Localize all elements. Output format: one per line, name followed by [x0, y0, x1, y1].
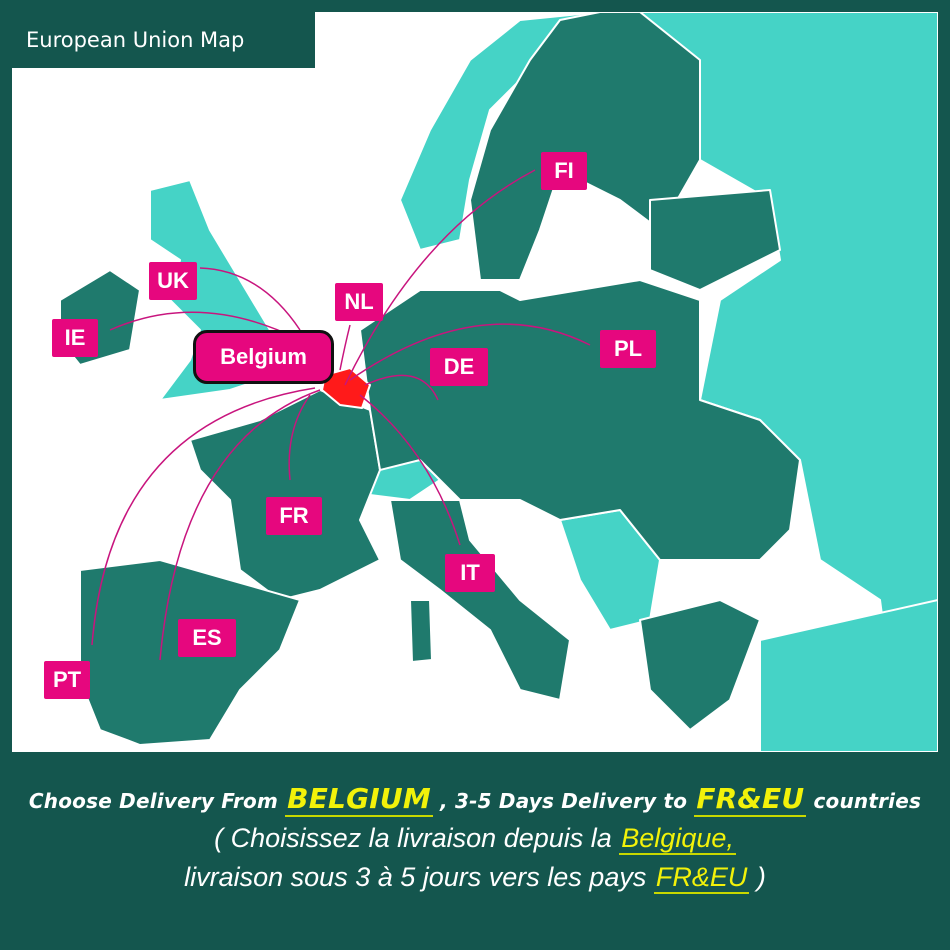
footer-line-french-1: ( Choisissez la livraison depuis la Belg…	[12, 823, 938, 855]
arrow-de	[364, 374, 439, 401]
belgium-country	[321, 367, 371, 409]
tag-fi: FI	[541, 152, 587, 190]
text: ( Choisissez la livraison depuis la	[214, 823, 620, 853]
baltics	[649, 189, 781, 291]
tag-pl: PL	[600, 330, 656, 368]
map-title: European Union Map	[12, 12, 315, 68]
highlight-belgium: BELGIUM	[285, 782, 433, 817]
sweden-finland	[469, 11, 701, 281]
highlight-fr-eu-fr: FR&EU	[653, 862, 750, 894]
arrow-ie	[109, 311, 301, 341]
footer-banner: Choose Delivery From BELGIUM , 3-5 Days …	[12, 760, 938, 940]
footer-line-french-2: livraison sous 3 à 5 jours vers les pays…	[12, 862, 938, 894]
tag-ie: IE	[52, 319, 98, 357]
text: livraison sous 3 à 5 jours vers les pays	[184, 862, 654, 892]
highlight-fr-eu: FR&EU	[694, 782, 807, 817]
origin-bubble-belgium: Belgium	[193, 330, 334, 384]
tag-es: ES	[178, 619, 236, 657]
greece	[639, 599, 761, 731]
sardinia	[409, 599, 433, 663]
tag-nl: NL	[335, 283, 383, 321]
arrow-it	[359, 394, 461, 546]
tag-uk: UK	[149, 262, 197, 300]
tag-de: DE	[430, 348, 488, 386]
tag-it: IT	[445, 554, 495, 592]
tag-pt: PT	[44, 661, 90, 699]
arrow-pt	[91, 387, 316, 646]
text: , 3-5 Days Delivery to	[432, 789, 695, 813]
arrow-fr	[288, 394, 311, 481]
arrow-pl	[349, 323, 591, 381]
text: countries	[806, 789, 922, 813]
arrow-uk	[199, 267, 301, 331]
italy	[389, 499, 571, 701]
arrow-es	[159, 389, 321, 661]
france	[189, 389, 381, 601]
delivery-arrows	[91, 169, 591, 661]
highlight-belgique: Belgique,	[619, 823, 736, 855]
arrow-fi	[344, 169, 536, 386]
text: Choose Delivery From	[28, 789, 286, 813]
footer-line-english: Choose Delivery From BELGIUM , 3-5 Days …	[12, 782, 938, 817]
tag-fr: FR	[266, 497, 322, 535]
turkey	[759, 599, 939, 753]
arrow-nl	[339, 324, 351, 371]
europe-map	[12, 11, 939, 753]
text: )	[749, 862, 766, 892]
